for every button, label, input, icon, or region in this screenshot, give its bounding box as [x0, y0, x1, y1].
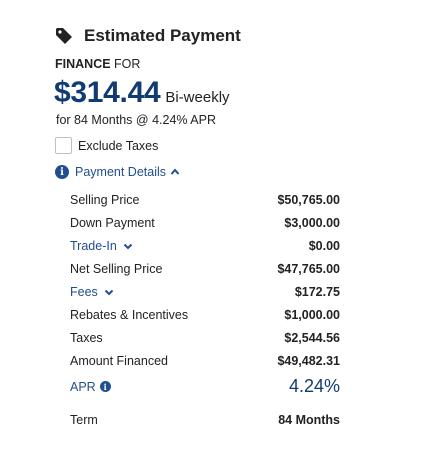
payment-type: FINANCE — [55, 57, 111, 71]
detail-row-apr: APR i 4.24% — [70, 376, 340, 397]
detail-row-term: Term 84 Months — [70, 413, 340, 427]
net-selling-price-label: Net Selling Price — [70, 262, 163, 276]
trade-in-value: $0.00 — [308, 239, 340, 253]
amount-financed-value: $49,482.31 — [277, 354, 340, 368]
exclude-taxes-checkbox[interactable] — [55, 137, 72, 154]
apr-label-group: APR i — [70, 380, 111, 394]
exclude-taxes-control[interactable]: Exclude Taxes — [55, 137, 158, 154]
detail-row-down-payment: Down Payment $3,000.00 — [70, 216, 340, 230]
down-payment-label: Down Payment — [70, 216, 155, 230]
info-icon: i — [55, 165, 69, 179]
chevron-down-icon[interactable] — [123, 241, 133, 251]
payment-mode: FINANCE FOR — [55, 57, 140, 71]
amount-financed-label: Amount Financed — [70, 354, 168, 368]
detail-row-net-selling-price: Net Selling Price $47,765.00 — [70, 262, 340, 276]
estimated-payment-header: Estimated Payment — [54, 26, 241, 46]
chevron-down-icon[interactable] — [104, 287, 114, 297]
fees-toggle[interactable]: Fees — [70, 285, 114, 299]
fees-label[interactable]: Fees — [70, 285, 98, 299]
trade-in-label[interactable]: Trade-In — [70, 239, 117, 253]
apr-info-icon[interactable]: i — [99, 381, 111, 392]
payment-amount: $314.44 — [54, 76, 161, 109]
down-payment-value: $3,000.00 — [284, 216, 340, 230]
detail-row-taxes: Taxes $2,544.56 — [70, 331, 340, 345]
header-title: Estimated Payment — [84, 26, 241, 45]
term-value: 84 Months — [278, 413, 340, 427]
rebates-label: Rebates & Incentives — [70, 308, 189, 322]
detail-row-fees: Fees $172.75 — [70, 285, 340, 299]
payment-details-toggle[interactable]: i Payment Details — [55, 165, 180, 179]
detail-row-selling-price: Selling Price $50,765.00 — [70, 193, 340, 207]
trade-in-toggle[interactable]: Trade-In — [70, 239, 133, 253]
tag-icon — [56, 28, 72, 44]
detail-row-rebates: Rebates & Incentives $1,000.00 — [70, 308, 340, 322]
detail-row-trade-in: Trade-In $0.00 — [70, 239, 340, 253]
taxes-label: Taxes — [70, 331, 103, 345]
payment-frequency: Bi-weekly — [165, 89, 230, 106]
payment-terms: for 84 Months @ 4.24% APR — [56, 113, 216, 127]
rebates-value: $1,000.00 — [284, 308, 340, 322]
detail-row-amount-financed: Amount Financed $49,482.31 — [70, 354, 340, 368]
payment-details-label[interactable]: Payment Details — [75, 165, 167, 179]
apr-label: APR — [70, 379, 96, 394]
payment-amount-row: $314.44 Bi-weekly — [54, 76, 230, 110]
net-selling-price-value: $47,765.00 — [277, 262, 340, 276]
exclude-taxes-label[interactable]: Exclude Taxes — [78, 138, 159, 153]
payment-type-suffix: FOR — [114, 57, 141, 71]
term-label: Term — [70, 413, 98, 427]
selling-price-label: Selling Price — [70, 193, 140, 207]
chevron-up-icon[interactable] — [170, 167, 180, 177]
apr-value: 4.24% — [288, 376, 340, 396]
taxes-value: $2,544.56 — [284, 331, 340, 345]
selling-price-value: $50,765.00 — [277, 193, 340, 207]
fees-value: $172.75 — [294, 285, 340, 299]
